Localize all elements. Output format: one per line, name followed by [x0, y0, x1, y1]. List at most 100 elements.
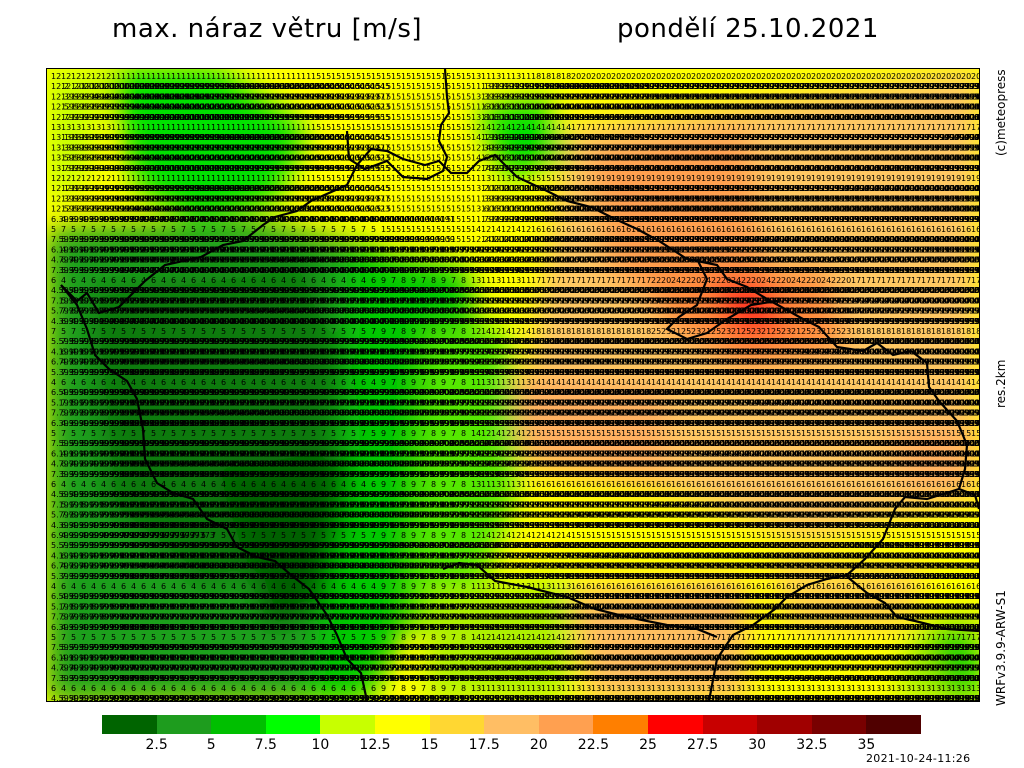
grid-value: 11 — [281, 72, 291, 81]
grid-value: 15 — [561, 174, 571, 183]
grid-value: 16 — [741, 480, 751, 489]
grid-value: 15 — [331, 113, 341, 122]
grid-value: 16.40000000000009 — [971, 235, 979, 244]
grid-value: 8 — [461, 327, 466, 336]
grid-value: 6 — [61, 582, 66, 591]
grid-value: 11 — [471, 378, 481, 387]
grid-value: 16 — [891, 480, 901, 489]
grid-value: 16.600000000000023 — [591, 113, 680, 122]
grid-value: 15.799999999999955 — [971, 470, 979, 479]
grid-value: 5 — [221, 531, 226, 540]
grid-value: 20.399999999999977 — [841, 82, 930, 91]
grid-value: 20.799999999999955 — [761, 92, 850, 101]
grid-value: 17.399999999999977 — [851, 133, 940, 142]
grid-value: 20.799999999999955 — [651, 92, 740, 101]
grid-value: 16.600000000000023 — [611, 113, 700, 122]
grid-value: 16.600000000000023 — [671, 113, 760, 122]
grid-value: 17 — [931, 276, 941, 285]
grid-value: 19 — [671, 174, 681, 183]
grid-value: 16.200000000000045 — [951, 103, 979, 112]
grid-value: 12.199999999999989 — [151, 82, 240, 91]
grid-value: 17 — [591, 123, 601, 132]
grid-value: 17 — [941, 123, 951, 132]
grid-value: 20 — [581, 72, 591, 81]
grid-value: 15 — [871, 531, 881, 540]
grid-value: 16 — [781, 225, 791, 234]
grid-value: 12.199999999999989 — [131, 82, 220, 91]
grid-value: 17.399999999999977 — [801, 133, 890, 142]
grid-value: 15 — [361, 194, 371, 203]
grid-value: 16.200000000000045 — [671, 103, 760, 112]
grid-value: 12 — [471, 531, 481, 540]
grid-value: 15 — [371, 133, 381, 142]
grid-value: 9 — [381, 429, 386, 438]
grid-value: 16 — [661, 480, 671, 489]
grid-value: 15 — [311, 164, 321, 173]
grid-value: 15 — [461, 82, 471, 91]
grid-value: 15 — [841, 429, 851, 438]
grid-value: 19.799999999999955 — [971, 194, 979, 203]
grid-value: 20 — [931, 72, 941, 81]
grid-value: 16.600000000000023 — [881, 113, 970, 122]
grid-value: 15 — [561, 429, 571, 438]
grid-value: 14 — [591, 378, 601, 387]
grid-value: 20.399999999999977 — [881, 82, 970, 91]
grid-value: 16.200000000000045 — [631, 103, 720, 112]
grid-value: 16 — [801, 480, 811, 489]
grid-value: 7 — [241, 225, 246, 234]
grid-value: 5 — [361, 327, 366, 336]
grid-value: 16 — [871, 480, 881, 489]
grid-value: 16.600000000000023 — [941, 113, 979, 122]
grid-value: 16 — [771, 582, 781, 591]
grid-value: 16 — [911, 480, 921, 489]
grid-value: 16.200000000000045 — [761, 103, 850, 112]
grid-value: 18.399999999999977 — [551, 92, 640, 101]
grid-value: 20.399999999999977 — [631, 82, 720, 91]
grid-value: 4 — [211, 378, 216, 387]
grid-value: 7 — [421, 276, 426, 285]
grid-value: 15 — [401, 225, 411, 234]
grid-value: 16 — [921, 480, 931, 489]
grid-value: 18 — [561, 327, 571, 336]
grid-value: 17 — [541, 276, 551, 285]
grid-value: 15 — [371, 194, 381, 203]
grid-value: 15 — [611, 429, 621, 438]
grid-value: 18.200000000000045 — [971, 154, 979, 163]
grid-value: 12 — [61, 174, 71, 183]
grid-value: 4 — [51, 582, 56, 591]
grid-value: 18 — [881, 327, 891, 336]
grid-value: 15 — [391, 184, 401, 193]
grid-value: 10.399999999999977 — [241, 92, 330, 101]
gust-zone-18 — [767, 559, 927, 629]
grid-value: 19 — [871, 174, 881, 183]
grid-value: 15 — [711, 531, 721, 540]
grid-value: 7 — [311, 531, 316, 540]
grid-value: 15 — [331, 143, 341, 152]
grid-value: 15 — [341, 82, 351, 91]
grid-value: 16 — [961, 582, 971, 591]
grid-value: 11 — [261, 123, 271, 132]
grid-value: 15 — [351, 113, 361, 122]
grid-value: 19 — [571, 174, 581, 183]
grid-value: 15 — [971, 429, 979, 438]
grid-value: 19 — [801, 174, 811, 183]
grid-value: 10.399999999999977 — [151, 92, 240, 101]
grid-value: 7 — [351, 327, 356, 336]
grid-value: 11 — [261, 72, 271, 81]
grid-value: 16 — [931, 225, 941, 234]
grid-value: 12.599999999999994 — [61, 103, 150, 112]
grid-value: 5 — [71, 429, 76, 438]
grid-value: 15 — [751, 429, 761, 438]
grid-value: 20 — [781, 72, 791, 81]
grid-value: 11 — [181, 72, 191, 81]
grid-value: 9 — [381, 378, 386, 387]
grid-value: 12 — [501, 429, 511, 438]
grid-value: 15 — [901, 531, 911, 540]
grid-value: 7 — [251, 531, 256, 540]
grid-value: 6 — [141, 378, 146, 387]
grid-value: 7 — [181, 429, 186, 438]
grid-value: 14 — [541, 378, 551, 387]
grid-value: 6 — [101, 582, 106, 591]
grid-value: 16 — [881, 582, 891, 591]
map-title: max. náraz větru [m/s] — [112, 14, 422, 44]
